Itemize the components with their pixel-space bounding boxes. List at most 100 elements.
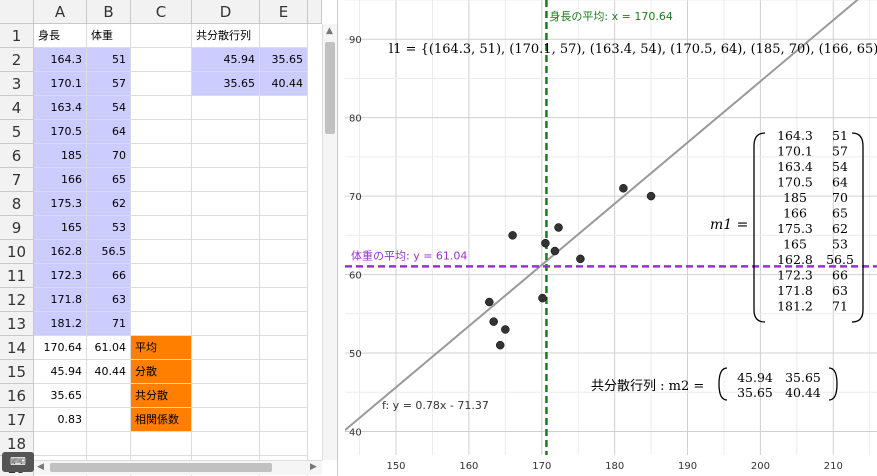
row-header-7[interactable]: 7 xyxy=(0,168,34,192)
cell-B15[interactable]: 40.44 xyxy=(87,360,131,384)
cell-B2[interactable]: 51 xyxy=(87,48,131,72)
row-header-6[interactable]: 6 xyxy=(0,144,34,168)
keyboard-icon[interactable]: ⌨ xyxy=(2,452,34,472)
cell-E16[interactable] xyxy=(260,384,308,408)
cell-D3[interactable]: 35.65 xyxy=(192,72,260,96)
cell-A9[interactable]: 165 xyxy=(34,216,87,240)
cell-B11[interactable]: 66 xyxy=(87,264,131,288)
cell-D15[interactable] xyxy=(192,360,260,384)
cell-D17[interactable] xyxy=(192,408,260,432)
cell-B13[interactable]: 71 xyxy=(87,312,131,336)
scroll-left-icon[interactable]: ◀ xyxy=(37,462,44,472)
cell-C14[interactable]: 平均 xyxy=(131,336,192,360)
cell-B16[interactable] xyxy=(87,384,131,408)
cell-E4[interactable] xyxy=(260,96,308,120)
sheet-corner[interactable] xyxy=(0,0,34,24)
cell-A3[interactable]: 170.1 xyxy=(34,72,87,96)
cell-D12[interactable] xyxy=(192,288,260,312)
cell-A15[interactable]: 45.94 xyxy=(34,360,87,384)
cell-B6[interactable]: 70 xyxy=(87,144,131,168)
cell-D18[interactable] xyxy=(192,432,260,456)
cell-C9[interactable] xyxy=(131,216,192,240)
cell-D6[interactable] xyxy=(192,144,260,168)
cell-C7[interactable] xyxy=(131,168,192,192)
cell-C16[interactable]: 共分散 xyxy=(131,384,192,408)
cell-D4[interactable] xyxy=(192,96,260,120)
cell-D7[interactable] xyxy=(192,168,260,192)
cell-A1[interactable]: 身長 xyxy=(34,24,87,48)
cell-C12[interactable] xyxy=(131,288,192,312)
cell-B3[interactable]: 57 xyxy=(87,72,131,96)
cell-D14[interactable] xyxy=(192,336,260,360)
horizontal-scrollbar[interactable]: ◀ ▶ xyxy=(34,460,322,475)
cell-C5[interactable] xyxy=(131,120,192,144)
cell-A10[interactable]: 162.8 xyxy=(34,240,87,264)
cell-C17[interactable]: 相関係数 xyxy=(131,408,192,432)
row-header-17[interactable]: 17 xyxy=(0,408,34,432)
data-point[interactable] xyxy=(538,294,546,302)
cell-B9[interactable]: 53 xyxy=(87,216,131,240)
cell-A6[interactable]: 185 xyxy=(34,144,87,168)
cell-E11[interactable] xyxy=(260,264,308,288)
row-header-15[interactable]: 15 xyxy=(0,360,34,384)
cell-D11[interactable] xyxy=(192,264,260,288)
data-point[interactable] xyxy=(490,318,498,326)
spreadsheet-view[interactable]: A B C D E 1 身長 体重 共分散行列 2 164.3 51 45.94 35.65 3 170.1 5… xyxy=(0,0,337,476)
column-header-A[interactable]: A xyxy=(34,0,87,24)
cell-D13[interactable] xyxy=(192,312,260,336)
scroll-up-icon[interactable]: ▲ xyxy=(326,26,333,36)
row-header-8[interactable]: 8 xyxy=(0,192,34,216)
column-header-E[interactable]: E xyxy=(260,0,308,24)
cell-E13[interactable] xyxy=(260,312,308,336)
vertical-scrollbar[interactable]: ▲ xyxy=(322,24,337,460)
cell-A18[interactable] xyxy=(34,432,87,456)
cell-E7[interactable] xyxy=(260,168,308,192)
data-point[interactable] xyxy=(509,231,517,239)
cell-C1[interactable] xyxy=(131,24,192,48)
data-point[interactable] xyxy=(576,255,584,263)
matrix-m2-label[interactable]: 共分散行列 : m2 = xyxy=(591,379,704,394)
cell-B4[interactable]: 54 xyxy=(87,96,131,120)
data-point[interactable] xyxy=(551,247,559,255)
cell-C4[interactable] xyxy=(131,96,192,120)
horizontal-scroll-thumb[interactable] xyxy=(50,463,272,472)
cell-E12[interactable] xyxy=(260,288,308,312)
mean-y-label[interactable]: 体重の平均: y = 61.04 xyxy=(351,248,467,262)
cell-B8[interactable]: 62 xyxy=(87,192,131,216)
cell-E18[interactable] xyxy=(260,432,308,456)
graphics-view[interactable]: 150 160 170 180 190 200 210405060708090 l1 = {… xyxy=(345,0,877,476)
matrix-m1-label[interactable]: m1 = xyxy=(710,217,748,233)
vertical-scroll-thumb[interactable] xyxy=(325,42,335,134)
data-point[interactable] xyxy=(485,298,493,306)
cell-E5[interactable] xyxy=(260,120,308,144)
cell-A7[interactable]: 166 xyxy=(34,168,87,192)
row-header-2[interactable]: 2 xyxy=(0,48,34,72)
row-header-5[interactable]: 5 xyxy=(0,120,34,144)
row-header-14[interactable]: 14 xyxy=(0,336,34,360)
cell-E3[interactable]: 40.44 xyxy=(260,72,308,96)
row-header-4[interactable]: 4 xyxy=(0,96,34,120)
cell-C18[interactable] xyxy=(131,432,192,456)
cell-B18[interactable] xyxy=(87,432,131,456)
row-header-13[interactable]: 13 xyxy=(0,312,34,336)
cell-B12[interactable]: 63 xyxy=(87,288,131,312)
row-header-1[interactable]: 1 xyxy=(0,24,34,48)
cell-A2[interactable]: 164.3 xyxy=(34,48,87,72)
cell-A13[interactable]: 181.2 xyxy=(34,312,87,336)
cell-A8[interactable]: 175.3 xyxy=(34,192,87,216)
column-header-C[interactable]: C xyxy=(131,0,192,24)
cell-D2[interactable]: 45.94 xyxy=(192,48,260,72)
cell-A4[interactable]: 163.4 xyxy=(34,96,87,120)
fit-function-label[interactable]: f: y = 0.78x - 71.37 xyxy=(382,399,489,412)
row-header-3[interactable]: 3 xyxy=(0,72,34,96)
panel-divider[interactable] xyxy=(337,0,345,476)
cell-A14[interactable]: 170.64 xyxy=(34,336,87,360)
row-header-16[interactable]: 16 xyxy=(0,384,34,408)
data-point[interactable] xyxy=(541,239,549,247)
cell-D1[interactable]: 共分散行列 xyxy=(192,24,260,48)
cell-B5[interactable]: 64 xyxy=(87,120,131,144)
cell-C13[interactable] xyxy=(131,312,192,336)
cell-C8[interactable] xyxy=(131,192,192,216)
mean-x-label[interactable]: 身長の平均: x = 170.64 xyxy=(549,9,672,23)
cell-A11[interactable]: 172.3 xyxy=(34,264,87,288)
